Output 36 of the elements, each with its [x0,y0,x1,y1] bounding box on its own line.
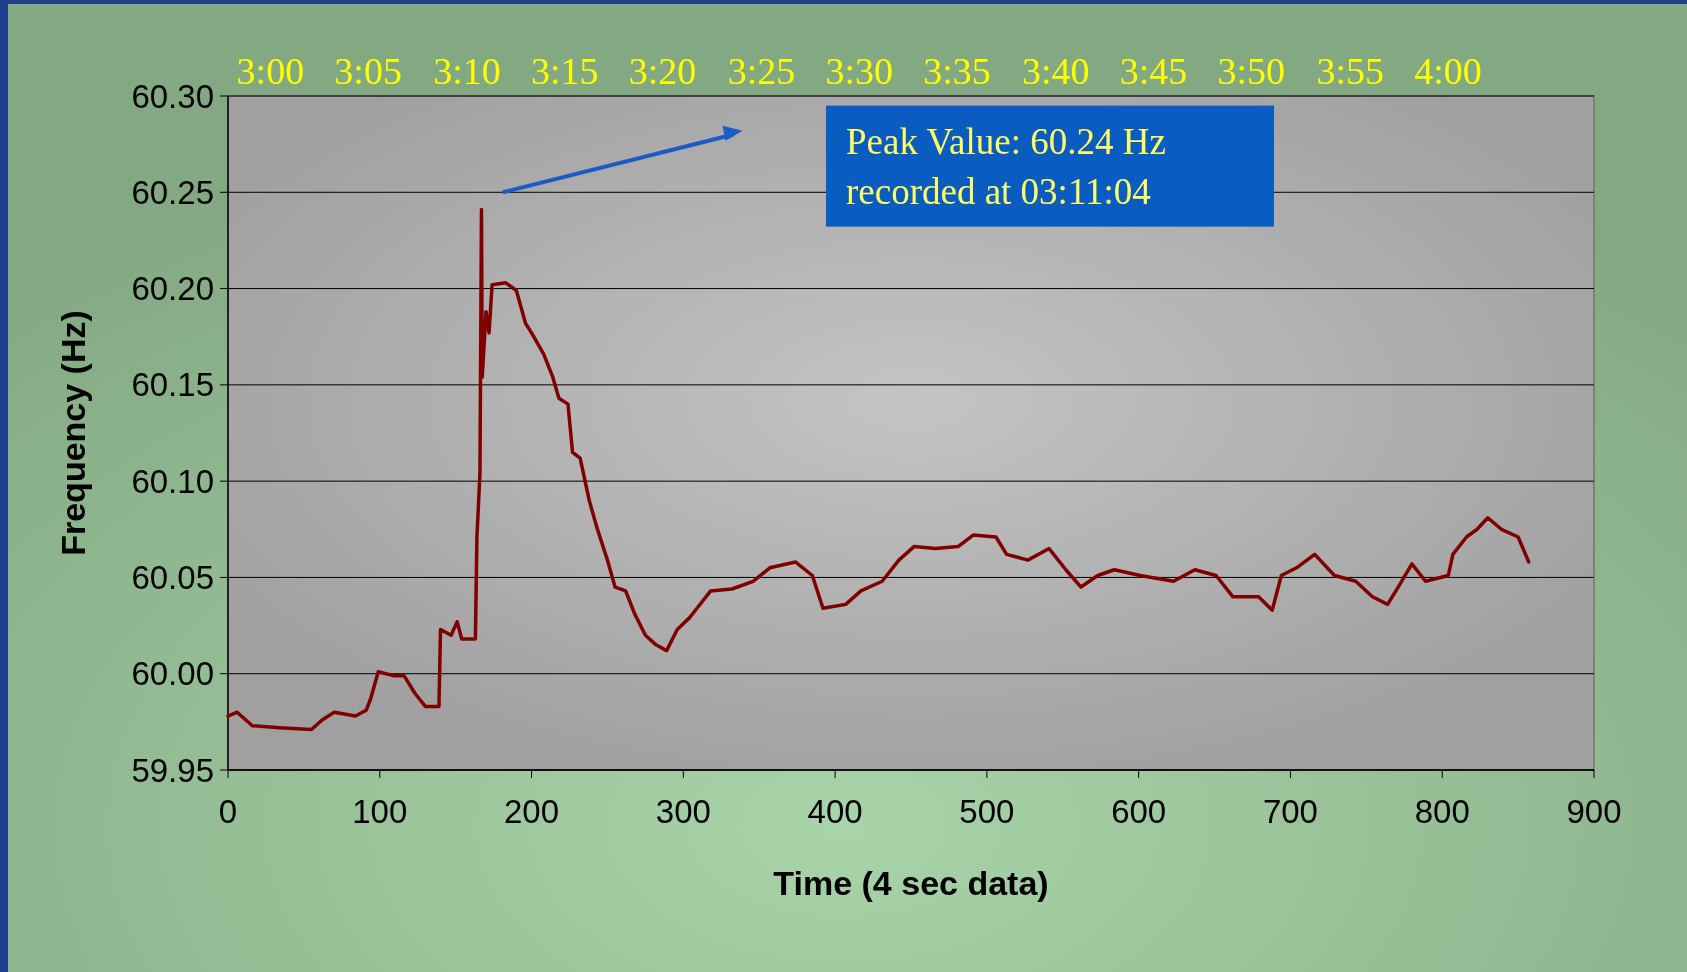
y-tick-label: 60.00 [131,655,214,693]
y-tick-label: 60.05 [131,558,214,596]
x2-tick-label: 3:35 [923,50,991,92]
callout-box: Peak Value: 60.24 Hz recorded at 03:11:04 [826,105,1274,227]
x2-tick-label: 3:30 [825,50,893,92]
x-axis-title: Time (4 sec data) [773,864,1049,902]
x-tick-label: 0 [218,793,238,830]
x-tick-label: 300 [655,793,711,830]
x-tick-label: 500 [959,793,1015,830]
x2-tick-label: 3:00 [236,50,305,92]
y-tick-label: 60.15 [131,366,214,404]
x2-tick-label: 3:15 [531,50,599,92]
y-tick-label: 60.10 [131,462,214,500]
line-series [226,207,1531,732]
x2-tick-label: 3:25 [727,50,796,92]
x-tick-label: 200 [504,793,560,830]
x2-tick-label: 3:40 [1022,50,1090,92]
y-tick-label: 60.30 [131,77,214,115]
x-tick-label: 700 [1262,793,1318,830]
x2-tick-label: 3:55 [1316,50,1385,92]
y-tick-label: 60.25 [131,173,214,211]
x2-tick-label: 3:45 [1119,50,1188,92]
x2-tick-label: 3:50 [1217,50,1286,92]
x-tick-label: 900 [1566,793,1622,830]
x2-tick-label: 3:20 [628,50,697,92]
y-tick-label: 60.20 [131,270,214,308]
x2-tick-label: 3:05 [334,50,402,92]
x-tick-label: 100 [352,793,408,830]
y-tick-label: 59.95 [131,751,214,789]
annotation: Peak Value: 60.24 Hz recorded at 03:11:04 [846,120,1166,212]
y-axis-title: Frequency (Hz) [54,310,92,556]
x2-tick-label: 3:10 [433,50,501,92]
x2-tick-label: 4:00 [1414,50,1482,92]
x-tick-label: 800 [1414,793,1470,830]
x-tick-label: 400 [807,793,863,830]
x-tick-label: 600 [1111,793,1167,830]
